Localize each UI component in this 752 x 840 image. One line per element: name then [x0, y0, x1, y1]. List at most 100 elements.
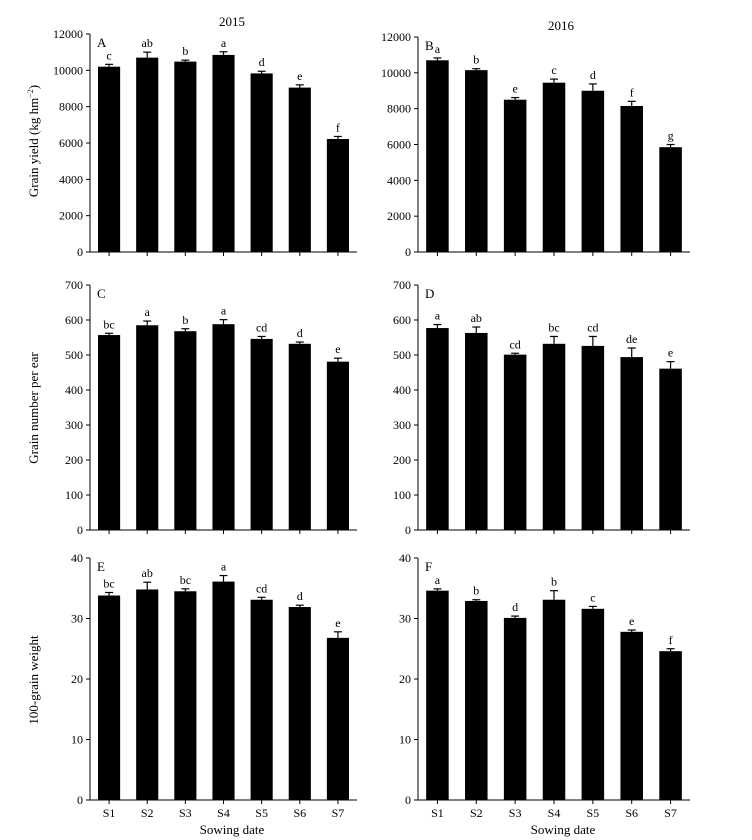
- y-tick-label: 10000: [53, 63, 83, 77]
- y-tick-label: 10000: [381, 66, 411, 80]
- bar-S4: [542, 599, 566, 800]
- bar-S7: [659, 368, 682, 530]
- year-label-2015: 2015: [219, 14, 245, 29]
- significance-letter: ab: [142, 566, 153, 580]
- y-tick-label: 600: [65, 313, 83, 327]
- row3-ylabel: 100-grain weight: [26, 635, 41, 725]
- significance-letter: c: [106, 48, 111, 62]
- bar-S7: [659, 651, 682, 800]
- significance-letter: a: [435, 42, 441, 56]
- bar-S2: [136, 57, 159, 252]
- y-tick-label: 0: [77, 245, 83, 259]
- panel-letter-E: E: [97, 559, 105, 574]
- bar-S7: [326, 361, 349, 530]
- bar-S5: [250, 599, 273, 800]
- significance-letter: b: [182, 44, 188, 58]
- significance-letter: b: [551, 575, 557, 589]
- significance-letter: cd: [509, 337, 520, 351]
- bar-S4: [542, 82, 566, 252]
- y-tick-label: 0: [77, 523, 83, 537]
- bar-S5: [250, 338, 273, 530]
- panel-letter-D: D: [425, 286, 434, 301]
- significance-letter: cd: [587, 320, 598, 334]
- y-tick-label: 0: [405, 523, 411, 537]
- bar-S1: [426, 590, 449, 800]
- bar-S6: [288, 343, 311, 530]
- y-tick-label: 0: [405, 245, 411, 259]
- x-tick-label: S4: [217, 806, 230, 820]
- bar-S2: [465, 70, 488, 252]
- y-tick-label: 10: [399, 733, 411, 747]
- y-tick-label: 30: [71, 612, 83, 626]
- y-tick-label: 0: [405, 793, 411, 807]
- significance-letter: e: [297, 69, 302, 83]
- bar-S6: [620, 105, 643, 253]
- significance-letter: e: [335, 616, 340, 630]
- x-tick-label: S2: [141, 806, 154, 820]
- x-tick-label: S1: [431, 806, 444, 820]
- bar-S6: [288, 87, 311, 252]
- bar-S5: [581, 608, 605, 800]
- significance-letter: cd: [256, 581, 267, 595]
- bar-S4: [212, 581, 235, 800]
- significance-letter: a: [221, 36, 227, 50]
- y-tick-label: 8000: [387, 102, 411, 116]
- bar-S1: [98, 66, 121, 252]
- y-tick-label: 10: [71, 733, 83, 747]
- y-tick-label: 100: [393, 488, 411, 502]
- y-tick-label: 200: [393, 453, 411, 467]
- significance-letter: b: [182, 313, 188, 327]
- y-tick-label: 500: [393, 348, 411, 362]
- bar-S2: [465, 600, 488, 800]
- significance-letter: e: [512, 82, 517, 96]
- significance-letter: d: [512, 600, 518, 614]
- bar-S5: [581, 90, 605, 252]
- x-tick-label: S6: [293, 806, 306, 820]
- panel-letter-A: A: [97, 35, 107, 50]
- x-tick-label: S7: [664, 806, 677, 820]
- y-tick-label: 700: [393, 278, 411, 292]
- bar-S7: [326, 637, 349, 800]
- panel-letter-B: B: [425, 38, 434, 53]
- panel-letter-F: F: [425, 559, 432, 574]
- x-tick-label: S4: [548, 806, 561, 820]
- panel-B: 0 2000 4000 6000 8000 10000 12000 B a b e c d f g: [381, 30, 690, 259]
- significance-letter: a: [145, 305, 151, 319]
- bar-S7: [659, 147, 682, 252]
- significance-letter: ab: [142, 36, 153, 50]
- panel-E: 0 10 20 30 40 Ebc S1 ab S2 bc S3 a S4 cd S5 d S6 e S7: [71, 551, 357, 820]
- chart-panels: 020004000600080001000012000Acabbadef0200…: [53, 27, 690, 820]
- x-tick-label: S3: [509, 806, 522, 820]
- significance-letter: bc: [180, 573, 191, 587]
- y-tick-label: 6000: [387, 138, 411, 152]
- significance-letter: f: [336, 120, 340, 134]
- bar-S6: [620, 631, 643, 800]
- bar-S3: [174, 331, 197, 530]
- significance-letter: ab: [471, 311, 482, 325]
- row2-ylabel: Grain number per ear: [26, 352, 41, 464]
- significance-letter: a: [221, 304, 227, 318]
- significance-letter: e: [335, 342, 340, 356]
- y-tick-label: 40: [399, 551, 411, 565]
- y-tick-label: 4000: [387, 173, 411, 187]
- unit-superscript: −2: [26, 89, 35, 98]
- y-tick-label: 20: [71, 672, 83, 686]
- bar-S3: [503, 617, 527, 800]
- bar-S5: [250, 73, 273, 253]
- y-tick-label: 6000: [59, 136, 83, 150]
- panel-A: 0 2000 4000 6000 8000 10000 12000 Ac ab b a d e f: [53, 27, 357, 259]
- x-tick-label: S6: [625, 806, 638, 820]
- x-tick-label: S1: [103, 806, 116, 820]
- bar-S7: [326, 139, 349, 252]
- x-tick-label: S2: [470, 806, 483, 820]
- bar-S2: [136, 325, 159, 530]
- significance-letter: d: [259, 55, 265, 69]
- bar-S1: [426, 60, 449, 252]
- significance-letter: a: [221, 560, 227, 574]
- bar-S1: [98, 335, 121, 530]
- xlabel-right: Sowing date: [531, 822, 596, 837]
- y-tick-label: 30: [399, 612, 411, 626]
- y-tick-label: 40: [71, 551, 83, 565]
- bar-S4: [212, 54, 235, 253]
